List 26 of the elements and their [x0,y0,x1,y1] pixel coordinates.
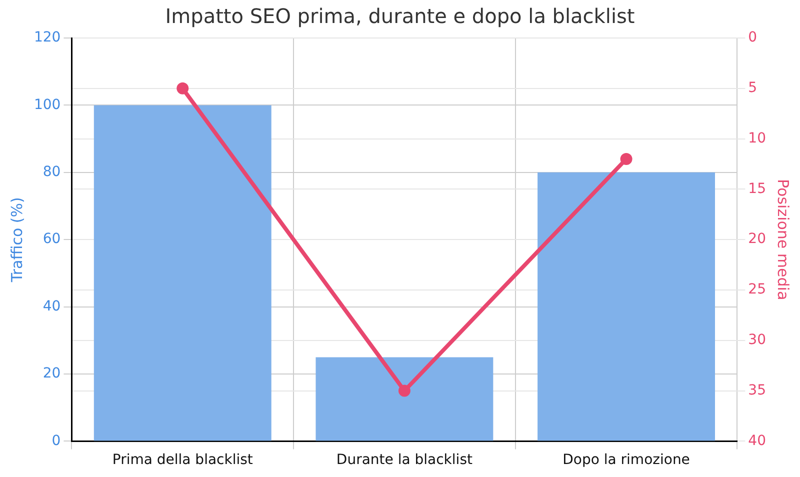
y2-tick-label: 20 [748,231,766,248]
y2-tick-label: 15 [748,180,766,197]
y-axis-title: Traffico (%) [8,197,26,284]
point [398,384,410,397]
y2-tick-label: 5 [748,80,758,96]
y-tick-label: 120 [34,30,61,46]
y2-tick-label: 0 [748,30,758,46]
y2-tick-label: 30 [748,332,766,348]
y2-tick-label: 25 [748,282,766,298]
chart-title: Impatto SEO prima, durante e dopo la blacklist [165,4,635,28]
y-tick-label: 0 [52,432,61,449]
bar [316,357,494,441]
y-tick-label: 80 [42,164,61,180]
y-tick-label: 60 [42,231,61,248]
y2-tick-label: 40 [748,432,766,449]
y2-axis-title: Posizione media [774,179,792,300]
y-tick-label: 100 [34,96,61,113]
y-tick-label: 40 [42,298,61,314]
x-tick-label: Durante la blacklist [336,452,473,468]
x-tick-label: Prima della blacklist [112,452,254,468]
x-tick-label: Dopo la rimozione [562,452,690,468]
y-tick-label: 20 [42,366,61,382]
y2-tick-label: 10 [748,130,766,146]
y2-tick-label: 35 [748,382,766,398]
point [176,82,189,94]
point [620,152,632,165]
